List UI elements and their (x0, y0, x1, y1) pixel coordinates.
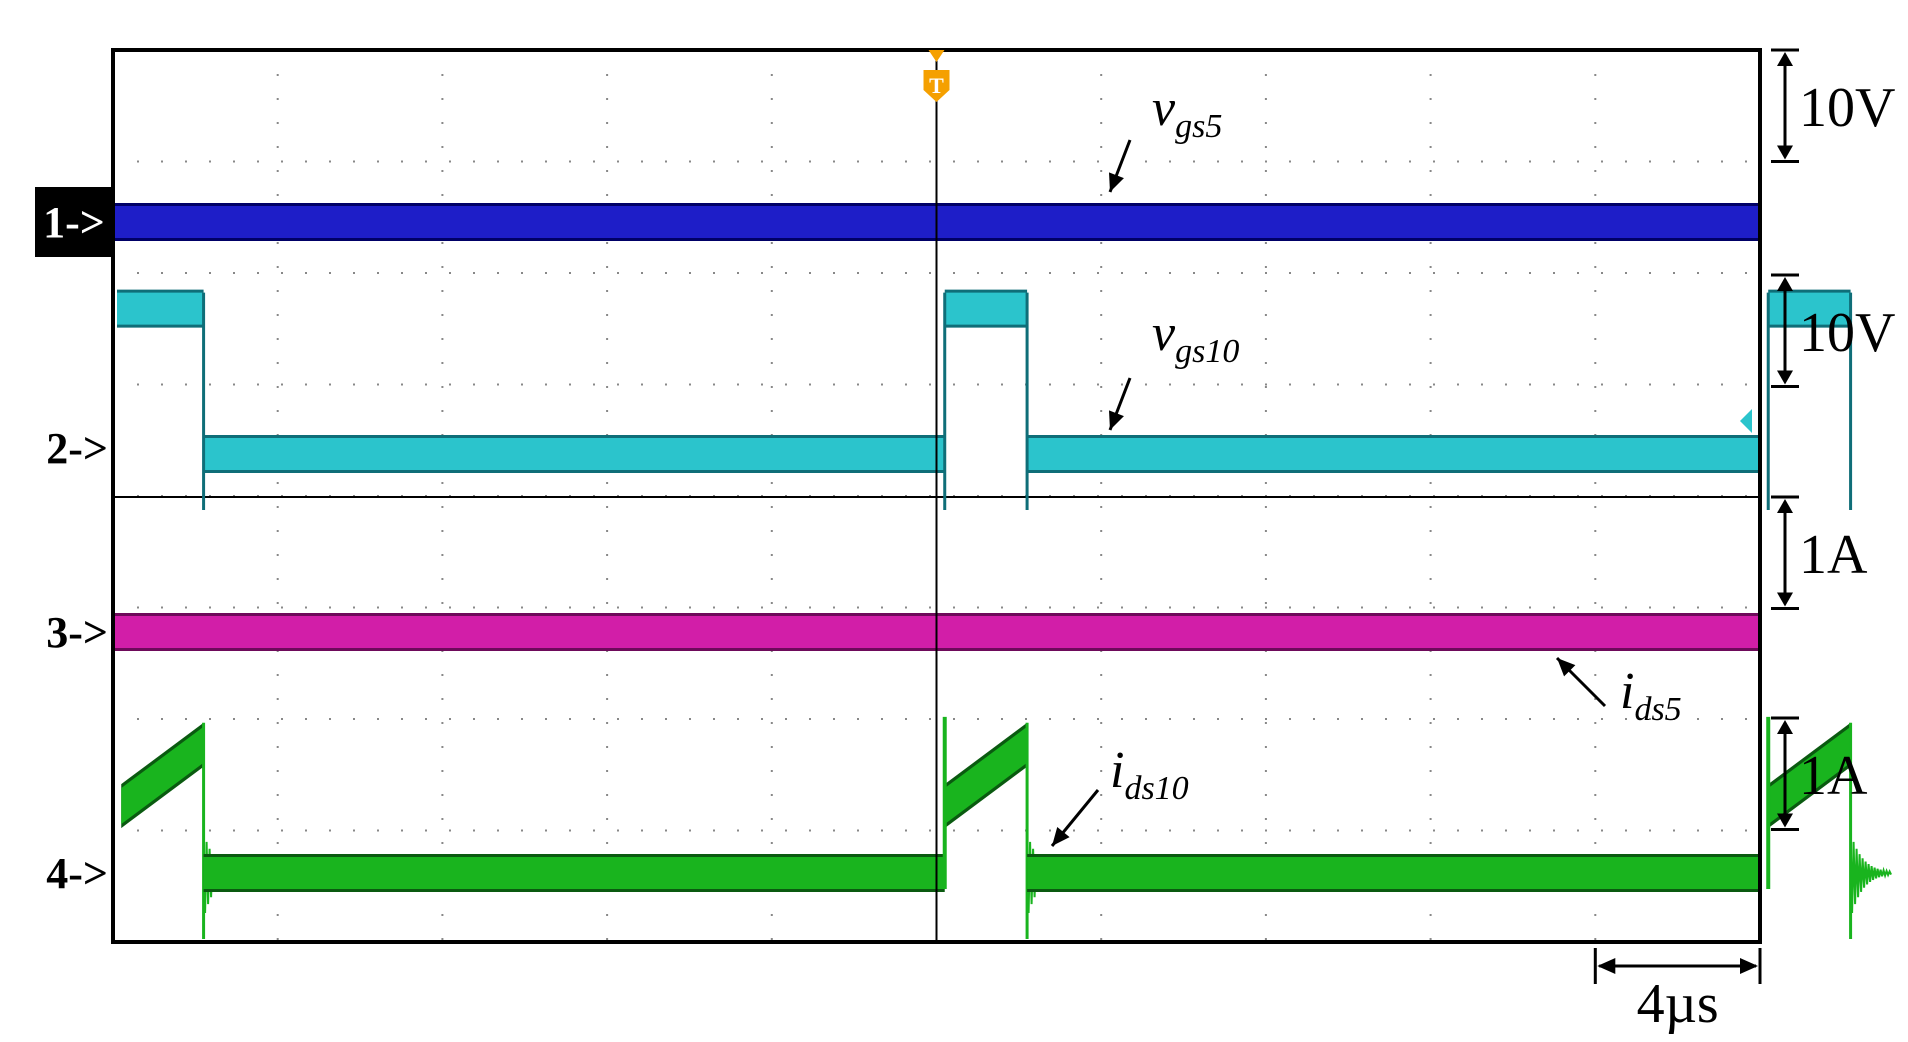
ch1-label-box (35, 187, 113, 257)
ch2-reference-marker (1740, 409, 1752, 433)
channel-labels: 1-> 2-> 3-> 4-> (35, 187, 113, 898)
trigger-marker-shape (923, 50, 950, 102)
ch2-scale-label: 10V (1799, 302, 1895, 364)
trigger-marker-text: T (929, 73, 944, 98)
ch2-annotation-sub: gs10 (1175, 333, 1239, 370)
ch4-annotation: ids10 (1110, 742, 1189, 807)
ch1-scale-arrow-down (1777, 145, 1793, 160)
ch4-trace-low (1027, 857, 1760, 889)
ch3-annotation-sub: ds5 (1634, 691, 1681, 728)
ch3-annotation-arrowhead (1557, 658, 1576, 677)
ch2-annotation: vgs10 (1152, 305, 1239, 370)
ch2-trace-high (1768, 292, 1851, 325)
ch3-label: 3-> (46, 608, 108, 657)
ch2-annotation-arrowhead (1108, 410, 1124, 430)
ch3-annotation: ids5 (1620, 663, 1682, 728)
ch3-annotation-main: i (1620, 663, 1634, 720)
ch1-annotation-sub: gs5 (1175, 108, 1222, 145)
ch1-annotation-arrowhead (1108, 172, 1124, 192)
ch1-annotation-main: v (1152, 80, 1176, 137)
ch1-scale-label: 10V (1799, 77, 1895, 139)
time-scale: 4µs (1593, 948, 1762, 1035)
ch2-annotation-main: v (1152, 305, 1176, 362)
ch2-label: 2-> (46, 424, 108, 473)
ch3-scale-arrow-down (1777, 592, 1793, 607)
ch1-scale-arrow-up (1777, 52, 1793, 66)
ch4-scale-label: 1A (1799, 745, 1868, 807)
ch4-trace-low (203, 857, 945, 889)
ch4-label: 4-> (46, 849, 108, 898)
ch4-ramp (1768, 726, 1851, 825)
ch1-label: 1-> (43, 198, 105, 247)
time-scale-arrow-left (1597, 958, 1616, 974)
time-scale-arrow-right (1740, 958, 1758, 974)
ch4-annotation-sub: ds10 (1124, 770, 1188, 807)
ch2-scale-arrow-up (1777, 277, 1793, 291)
ch4-annotation-main: i (1110, 742, 1124, 799)
ch3-scale-arrow-up (1777, 499, 1793, 513)
ch2-scale-arrow-down (1777, 370, 1793, 385)
ch4-ramp (944, 726, 1028, 825)
ch4-scale-arrow-up (1777, 720, 1793, 734)
ch2-trace-high (117, 292, 204, 325)
ch4-ringing (1849, 832, 1892, 914)
ch2-trace-low (203, 438, 945, 470)
trigger-marker: T (923, 50, 950, 102)
ch3-scale-label: 1A (1799, 524, 1868, 586)
ch4-scale-arrow-down (1777, 813, 1793, 828)
ch4-ramp (121, 726, 204, 825)
ch2-trace-high (944, 292, 1028, 325)
ch4-annotation-arrowhead (1052, 827, 1070, 846)
time-scale-label: 4µs (1637, 973, 1719, 1035)
ch2-trace-low (1027, 438, 1760, 470)
ch1-annotation: vgs5 (1152, 80, 1222, 145)
scale-bars: 10V 10V 1A 1A (1771, 48, 1895, 831)
